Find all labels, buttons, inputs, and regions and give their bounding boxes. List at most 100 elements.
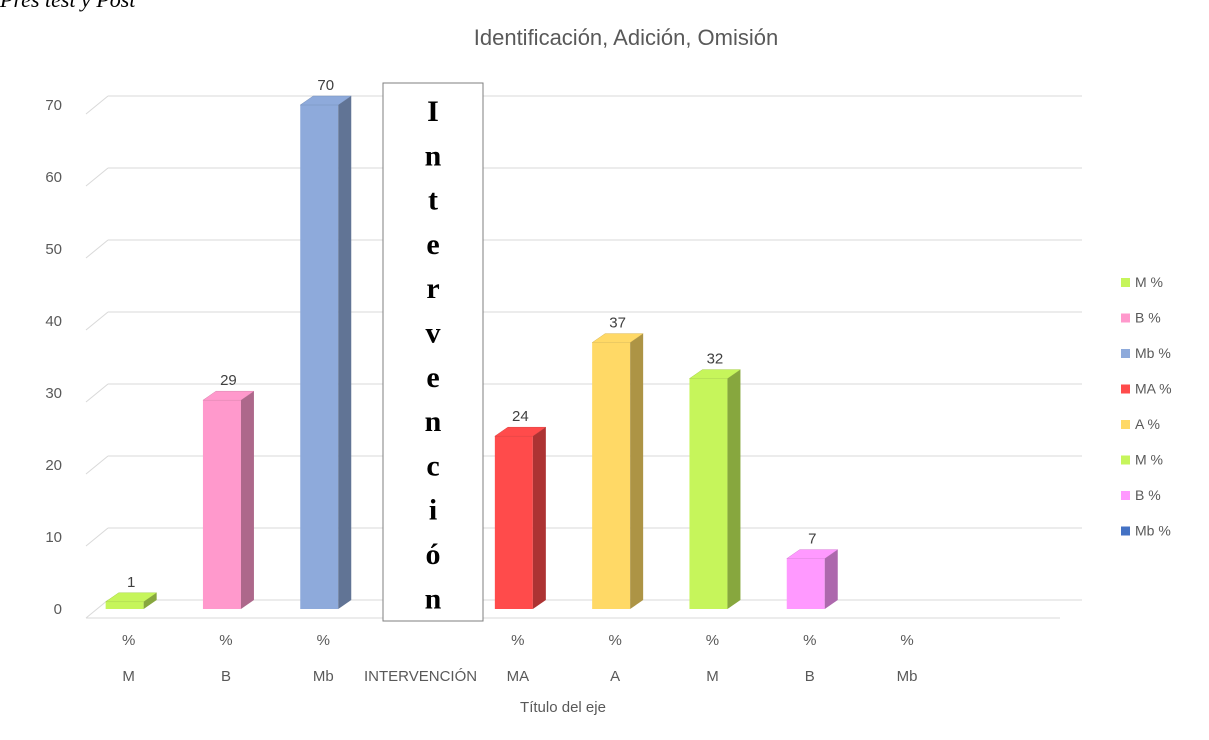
data-label: 7	[808, 531, 816, 548]
x-category-label: MA	[507, 668, 530, 685]
gridline-slant	[85, 95, 109, 115]
intervention-letter: n	[425, 405, 442, 438]
legend-item: B %	[1121, 487, 1161, 503]
legend-swatch	[1121, 349, 1130, 358]
intervention-letter: i	[429, 494, 437, 527]
legend-item: M %	[1121, 452, 1163, 468]
data-label: 32	[707, 351, 724, 368]
legend-label: B %	[1135, 487, 1161, 503]
bar-side	[338, 96, 352, 609]
legend-item: A %	[1121, 416, 1160, 432]
x-category-top: %	[511, 632, 524, 649]
page-heading: Pres test y Post	[0, 0, 136, 12]
legend-swatch	[1121, 491, 1130, 500]
bar-front	[202, 400, 241, 609]
x-category-top: %	[219, 632, 232, 649]
bar-side	[630, 333, 644, 609]
x-axis-title: Título del eje	[520, 699, 606, 716]
x-category-top: %	[803, 632, 816, 649]
x-category-top: %	[706, 632, 719, 649]
bar-front	[494, 436, 533, 609]
legend-swatch	[1121, 313, 1130, 323]
x-category-label: M	[122, 668, 135, 685]
bar-front	[592, 342, 631, 609]
x-category-label: A	[610, 668, 620, 685]
gridline-slant	[85, 239, 109, 259]
x-category-label: Mb	[313, 668, 334, 685]
legend-swatch	[1121, 455, 1130, 465]
y-tick-label: 0	[54, 601, 62, 618]
bar-front	[105, 601, 144, 609]
bars	[104, 95, 839, 609]
legend-item: MA %	[1121, 381, 1172, 397]
gridline-slant	[85, 383, 109, 403]
bar	[104, 592, 158, 609]
legend-item: B %	[1121, 310, 1161, 326]
legend-label: B %	[1135, 310, 1161, 326]
y-tick-label: 20	[45, 457, 62, 474]
bar-front	[689, 378, 728, 609]
legend-label: Mb %	[1135, 345, 1171, 361]
x-axis-categories: % M% B% Mb INTERVENCIÓN% MA% A% M% B% Mb	[122, 632, 917, 685]
data-label: 29	[220, 372, 237, 389]
y-tick-label: 70	[45, 97, 62, 114]
legend-label: M %	[1135, 452, 1163, 468]
legend-label: A %	[1135, 416, 1160, 432]
bar-side	[240, 391, 254, 609]
bar	[299, 95, 353, 609]
intervention-letter: ó	[426, 538, 441, 571]
x-category-top: %	[900, 632, 913, 649]
intervention-letter: v	[426, 317, 441, 350]
data-label: 1	[127, 574, 135, 591]
intervention-letter: e	[426, 228, 439, 261]
x-category-label: INTERVENCIÓN	[364, 668, 477, 685]
intervention-letter: t	[428, 184, 438, 217]
x-category-label: B	[805, 668, 815, 685]
legend-label: M %	[1135, 274, 1163, 290]
intervention-letter: n	[425, 139, 442, 172]
gridline-slant	[85, 311, 109, 331]
legend-label: Mb %	[1135, 523, 1171, 539]
legend-label: MA %	[1135, 381, 1172, 397]
x-category-top: %	[317, 632, 330, 649]
legend-item: Mb %	[1121, 523, 1171, 539]
gridline-slant	[85, 599, 109, 619]
y-tick-label: 10	[45, 529, 62, 546]
bar-side	[532, 427, 546, 609]
x-category-top: %	[122, 632, 135, 649]
intervention-letter: e	[426, 361, 439, 394]
gridline-slant	[85, 527, 109, 547]
legend-swatch	[1121, 526, 1130, 536]
x-category-label: M	[706, 668, 719, 685]
y-tick-label: 50	[45, 241, 62, 258]
bar	[494, 426, 547, 609]
intervention-letter: n	[425, 582, 442, 615]
data-label: 70	[317, 77, 334, 94]
x-category-label: Mb	[897, 668, 918, 685]
bar	[591, 333, 644, 609]
intervention-letter: r	[426, 272, 439, 305]
chart-title: Identificación, Adición, Omisión	[474, 25, 779, 50]
y-tick-label: 60	[45, 169, 62, 186]
y-tick-label: 30	[45, 385, 62, 402]
gridline-slant	[85, 167, 109, 187]
legend-item: M %	[1121, 274, 1163, 290]
data-label: 24	[512, 408, 529, 425]
intervention-letter: c	[426, 449, 439, 482]
y-axis-ticks: 0 10 20 30 40 50 60 70	[45, 97, 62, 618]
bar-front	[300, 105, 339, 609]
y-tick-label: 40	[45, 313, 62, 330]
bar	[202, 390, 255, 609]
bar	[688, 369, 742, 609]
legend-swatch	[1121, 278, 1130, 287]
bar-front	[786, 558, 825, 609]
bar-side	[824, 549, 838, 609]
intervention-box-frame	[382, 82, 484, 622]
data-labels: 1 29 70 24 37 32 7	[127, 77, 816, 591]
bar	[785, 549, 839, 609]
legend-swatch	[1121, 420, 1130, 429]
legend-swatch	[1121, 384, 1130, 394]
gridline-slant	[85, 455, 109, 475]
